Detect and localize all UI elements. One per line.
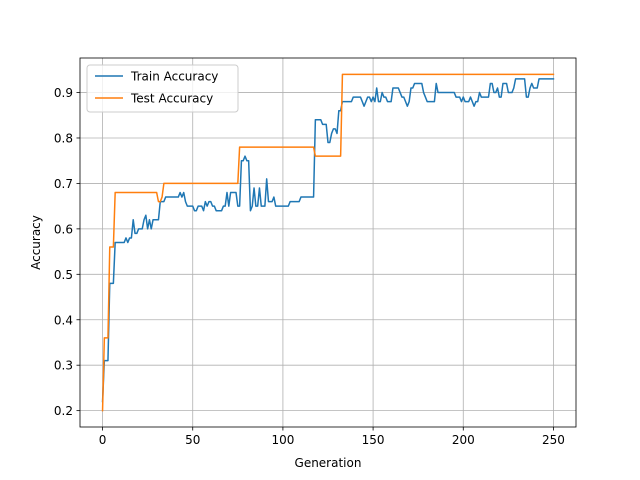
x-tick-label: 250 [542, 433, 565, 447]
y-tick-label: 0.4 [54, 313, 73, 327]
x-tick-label: 200 [452, 433, 475, 447]
x-tick-label: 150 [362, 433, 385, 447]
series-lines [101, 73, 555, 412]
series-line-test [101, 73, 555, 412]
legend-label-test: Test Accuracy [130, 92, 213, 106]
y-tick-label: 0.7 [54, 177, 73, 191]
y-axis-label: Accuracy [29, 215, 43, 270]
y-tick-label: 0.3 [54, 359, 73, 373]
grid-lines [80, 58, 576, 427]
x-axis-label: Generation [295, 456, 362, 470]
y-tick-label: 0.2 [54, 404, 73, 418]
legend-box [86, 64, 239, 113]
y-tick-label: 0.9 [54, 86, 73, 100]
y-tick-label: 0.5 [54, 268, 73, 282]
plot-frame [79, 57, 577, 428]
y-tick-label: 0.8 [54, 131, 73, 145]
legend-label-train: Train Accuracy [130, 70, 218, 84]
y-tick-label: 0.6 [54, 222, 73, 236]
x-tick-label: 0 [99, 433, 107, 447]
x-tick-label: 100 [271, 433, 294, 447]
axis-ticks: 0 50 100 150 200 250 0.2 0.3 0.4 0.5 0.6 0.7 0.8 0.9 [54, 86, 565, 447]
legend: Train Accuracy Test Accuracy [86, 64, 239, 113]
x-tick-label: 50 [185, 433, 200, 447]
series-line-train [101, 78, 555, 403]
